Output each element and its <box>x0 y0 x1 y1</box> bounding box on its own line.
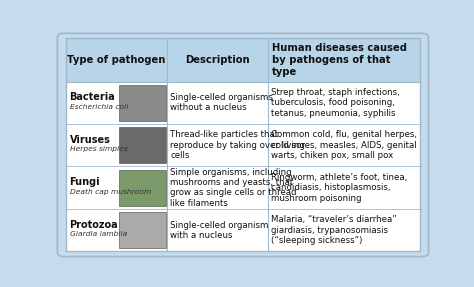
Text: Strep throat, staph infections,
tuberculosis, food poisoning,
tetanus, pneumonia: Strep throat, staph infections, tubercul… <box>272 88 400 118</box>
Text: Escherichia coli: Escherichia coli <box>70 104 128 110</box>
Text: Type of pathogen: Type of pathogen <box>67 55 165 65</box>
Text: Bacteria: Bacteria <box>70 92 115 102</box>
Text: Simple organisms, including
mushrooms and yeasts, that
grow as single cells or t: Simple organisms, including mushrooms an… <box>171 168 297 208</box>
Text: Description: Description <box>185 55 250 65</box>
Text: Protozoa: Protozoa <box>70 220 118 230</box>
FancyBboxPatch shape <box>66 82 420 124</box>
FancyBboxPatch shape <box>57 33 428 257</box>
FancyBboxPatch shape <box>119 85 166 121</box>
Text: Human diseases caused
by pathogens of that
type: Human diseases caused by pathogens of th… <box>272 43 407 77</box>
Text: Thread-like particles that
reproduce by taking over living
cells: Thread-like particles that reproduce by … <box>171 130 305 160</box>
Text: Single-celled organisms
without a nucleus: Single-celled organisms without a nucleu… <box>171 93 273 113</box>
Text: Ringworm, athlete’s foot, tinea,
candidiasis, histoplasmosis,
mushroom poisoning: Ringworm, athlete’s foot, tinea, candidi… <box>272 173 408 203</box>
Text: Fungi: Fungi <box>70 177 100 187</box>
Text: Viruses: Viruses <box>70 135 110 145</box>
FancyBboxPatch shape <box>66 124 420 166</box>
Text: Death cap mushroom: Death cap mushroom <box>70 189 151 195</box>
FancyBboxPatch shape <box>119 170 166 206</box>
Text: Single-celled organism
with a nucleus: Single-celled organism with a nucleus <box>171 220 269 240</box>
FancyBboxPatch shape <box>66 166 420 209</box>
FancyBboxPatch shape <box>119 212 166 248</box>
FancyBboxPatch shape <box>119 127 166 163</box>
Text: Common cold, flu, genital herpes,
cold sores, measles, AIDS, genital
warts, chik: Common cold, flu, genital herpes, cold s… <box>272 130 418 160</box>
Text: Malaria, “traveler’s diarrhea”
giardiasis, trypanosomiasis
(“sleeping sickness”): Malaria, “traveler’s diarrhea” giardiasi… <box>272 215 397 245</box>
FancyBboxPatch shape <box>66 38 420 82</box>
Text: Giardia lamblia: Giardia lamblia <box>70 231 127 237</box>
FancyBboxPatch shape <box>66 209 420 251</box>
Text: Herpes simplex: Herpes simplex <box>70 146 128 152</box>
